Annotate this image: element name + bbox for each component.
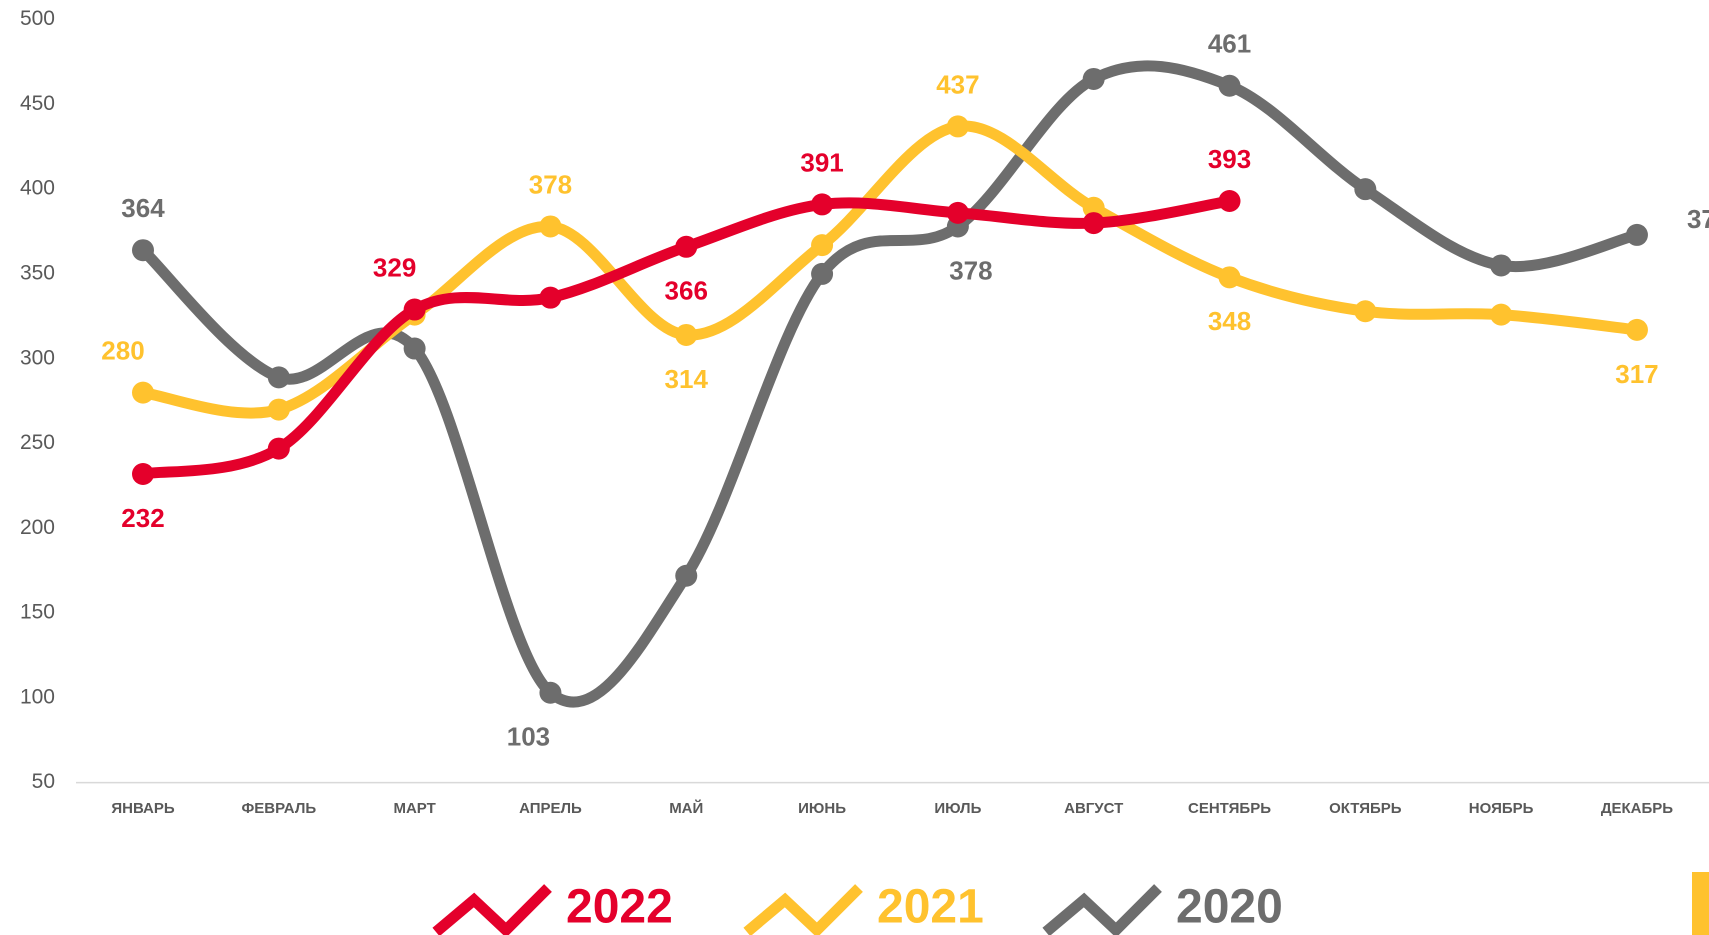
data-labels: 364 103 378 461 373 280 378 314 437 348 317 232 329 3… bbox=[101, 29, 1709, 752]
x-tick-label: СЕНТЯБРЬ bbox=[1188, 800, 1271, 817]
data-label: 437 bbox=[936, 69, 979, 99]
legend-label: 2021 bbox=[877, 881, 984, 934]
y-tick-label: 400 bbox=[20, 177, 55, 200]
legend-label: 2022 bbox=[566, 881, 673, 934]
point bbox=[539, 215, 562, 238]
data-label: 317 bbox=[1615, 359, 1658, 389]
data-label: 461 bbox=[1208, 29, 1251, 59]
point bbox=[675, 235, 698, 258]
x-tick-label: ОКТЯБРЬ bbox=[1329, 800, 1402, 817]
legend-label: 2020 bbox=[1176, 881, 1283, 934]
y-tick-label: 150 bbox=[20, 601, 55, 624]
y-tick-label: 50 bbox=[32, 770, 55, 793]
point bbox=[403, 298, 426, 321]
x-tick-label: ДЕКАБРЬ bbox=[1601, 800, 1673, 817]
x-tick-label: АВГУСТ bbox=[1064, 800, 1123, 817]
point bbox=[1354, 300, 1377, 323]
data-label: 393 bbox=[1208, 144, 1251, 174]
y-tick-label: 300 bbox=[20, 346, 55, 369]
y-tick-label: 250 bbox=[20, 431, 55, 454]
data-label: 366 bbox=[665, 276, 708, 306]
point bbox=[539, 681, 562, 704]
point bbox=[1625, 223, 1648, 246]
data-label: 232 bbox=[121, 503, 164, 533]
legend-icon bbox=[432, 884, 552, 935]
point bbox=[1354, 178, 1377, 201]
lines bbox=[132, 60, 1648, 708]
point bbox=[1625, 318, 1648, 341]
x-tick-label: МАЙ bbox=[669, 799, 703, 817]
x-tick-label: ФЕВРАЛЬ bbox=[241, 800, 316, 817]
point bbox=[539, 286, 562, 309]
point bbox=[267, 437, 290, 460]
decor-bar bbox=[1692, 872, 1709, 935]
data-label: 314 bbox=[665, 364, 709, 394]
data-label: 364 bbox=[121, 193, 165, 223]
x-tick-label: НОЯБРЬ bbox=[1469, 800, 1534, 817]
y-tick-label: 350 bbox=[20, 261, 55, 284]
point bbox=[946, 201, 969, 224]
point bbox=[267, 366, 290, 389]
point bbox=[1490, 303, 1513, 326]
point bbox=[1218, 266, 1241, 289]
y-tick-label: 100 bbox=[20, 685, 55, 708]
y-tick-label: 200 bbox=[20, 516, 55, 539]
data-label: 103 bbox=[507, 722, 550, 752]
point bbox=[1218, 190, 1241, 213]
data-label: 378 bbox=[529, 169, 572, 199]
point bbox=[1082, 67, 1105, 90]
point bbox=[946, 115, 969, 138]
data-label: 280 bbox=[101, 335, 144, 365]
point bbox=[1082, 196, 1105, 219]
data-label: 378 bbox=[949, 255, 992, 285]
point bbox=[403, 337, 426, 360]
point bbox=[132, 239, 154, 262]
line bbox=[137, 195, 1236, 480]
y-tick-label: 450 bbox=[20, 92, 55, 115]
line bbox=[137, 60, 1643, 708]
point bbox=[132, 381, 154, 404]
line bbox=[137, 120, 1643, 419]
point bbox=[1082, 212, 1105, 235]
point bbox=[675, 323, 698, 346]
point bbox=[267, 398, 290, 421]
data-label: 391 bbox=[800, 147, 843, 177]
data-label: 329 bbox=[373, 252, 416, 282]
x-tick-label: ИЮЛЬ bbox=[934, 800, 981, 817]
point bbox=[675, 564, 698, 587]
x-tick-label: МАРТ bbox=[393, 800, 435, 817]
x-tick-label: ИЮНЬ bbox=[798, 800, 846, 817]
point bbox=[1218, 74, 1241, 97]
point bbox=[132, 463, 154, 486]
x-tick-label: ЯНВАРЬ bbox=[111, 800, 175, 817]
legend-icon bbox=[743, 884, 863, 935]
data-label: 348 bbox=[1208, 306, 1251, 336]
point bbox=[811, 234, 834, 257]
data-label: 373 bbox=[1687, 204, 1709, 234]
point bbox=[811, 262, 834, 285]
x-tick-label: АПРЕЛЬ bbox=[519, 800, 582, 817]
point bbox=[811, 193, 834, 216]
legend-icon bbox=[1042, 884, 1162, 935]
point bbox=[1490, 254, 1513, 277]
y-tick-label: 500 bbox=[20, 7, 55, 30]
